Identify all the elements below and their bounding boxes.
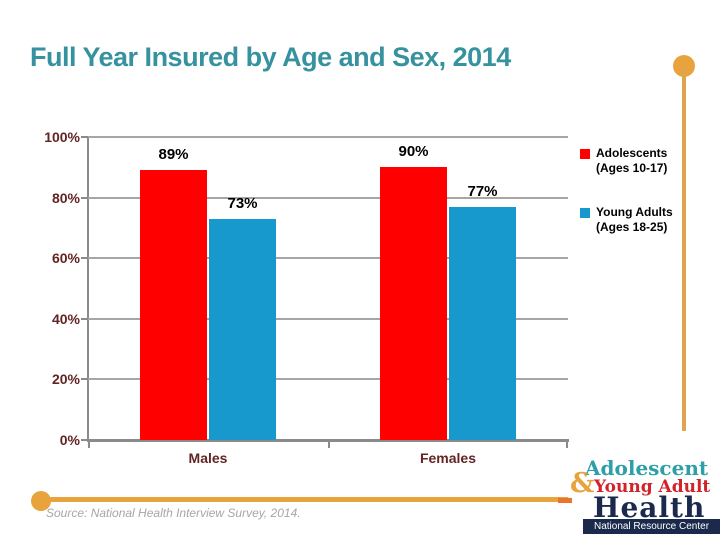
bar-males-series-0 [140,170,207,440]
legend-label-line2: (Ages 18-25) [596,220,668,234]
page-title: Full Year Insured by Age and Sex, 2014 [30,42,511,72]
bar-males-series-1 [209,219,276,440]
y-axis-tick-label: 60% [51,250,80,266]
logo-banner-national-resource-center: National Resource Center [583,519,720,534]
y-tick-40 [81,318,88,320]
bar-females-series-0 [380,167,447,440]
gridline-100 [88,136,568,138]
gridline-20 [88,378,568,380]
bar-value-label: 89% [158,146,189,163]
y-tick-60 [81,257,88,259]
bar-females-series-1 [449,207,516,440]
y-axis-tick-label: 0% [59,432,80,448]
bar-value-label: 90% [398,143,429,160]
y-tick-20 [81,378,88,380]
source-note: Source: National Health Interview Survey… [46,506,301,520]
logo-text-health: Health [593,491,706,524]
x-axis-category-label: Females [419,450,477,466]
x-tick [566,441,568,448]
x-tick [328,441,330,448]
x-tick [88,441,90,448]
gridline-60 [88,257,568,259]
organization-logo: Adolescent & Young Adult Health National… [558,452,720,540]
y-axis-tick-label: 80% [51,190,80,206]
legend-label: Young Adults (Ages 18-25) [596,205,681,235]
y-tick-80 [81,197,88,199]
bar-value-label: 73% [227,195,258,212]
x-axis-line [87,439,569,442]
y-axis-tick-label: 20% [51,371,80,387]
logo-ampersand: & [570,468,595,499]
y-axis-tick-label: 40% [51,311,80,327]
y-axis-line [87,136,89,441]
logo-text-adolescent: Adolescent [585,456,709,480]
logo-dash-decoration [558,498,572,503]
legend-swatch-icon [580,149,590,159]
logo-text-young-adult: Young Adult [594,477,711,497]
decorative-horizontal-line [41,497,569,502]
x-axis-category-label: Males [188,450,228,466]
y-axis-tick-label: 100% [44,129,80,145]
y-tick-100 [81,136,88,138]
legend-label: Adolescents (Ages 10-17) [596,146,681,176]
gridline-80 [88,197,568,199]
y-tick-0 [81,439,88,441]
legend-label-line2: (Ages 10-17) [596,161,668,175]
legend-swatch-icon [580,208,590,218]
decorative-vertical-line [682,66,686,431]
bar-value-label: 77% [467,183,498,200]
gridline-40 [88,318,568,320]
